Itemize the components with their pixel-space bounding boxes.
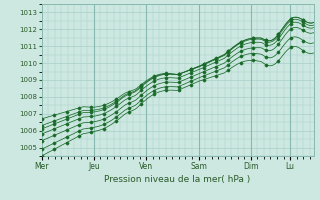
X-axis label: Pression niveau de la mer( hPa ): Pression niveau de la mer( hPa ) <box>104 175 251 184</box>
